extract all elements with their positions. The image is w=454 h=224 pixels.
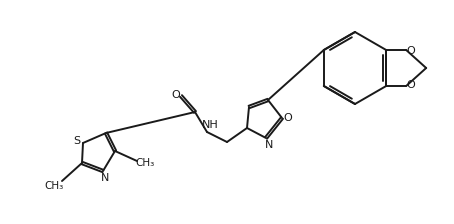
Text: O: O: [172, 90, 180, 100]
Text: N: N: [101, 173, 109, 183]
Text: CH₃: CH₃: [135, 158, 155, 168]
Text: O: O: [284, 113, 292, 123]
Text: N: N: [265, 140, 273, 150]
Text: NH: NH: [202, 120, 218, 130]
Text: S: S: [74, 136, 80, 146]
Text: O: O: [407, 80, 415, 90]
Text: O: O: [407, 46, 415, 56]
Text: CH₃: CH₃: [44, 181, 64, 191]
